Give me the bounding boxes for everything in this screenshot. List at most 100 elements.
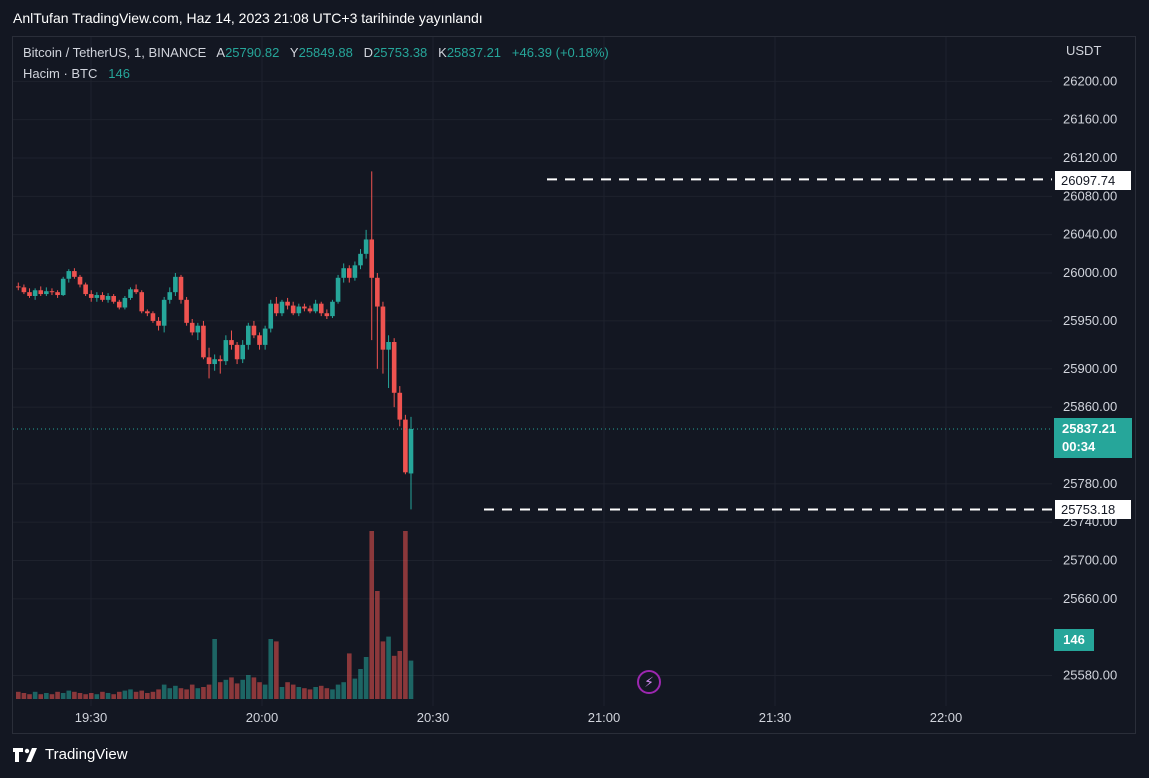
x-tick-label: 22:00 <box>930 710 963 725</box>
candle-body <box>212 359 217 365</box>
volume-bar <box>380 641 386 699</box>
current-price-value: 25837.21 <box>1062 421 1117 436</box>
y-tick-label: 25860.00 <box>1063 399 1117 414</box>
candle-body <box>307 308 313 312</box>
volume-bar <box>133 691 139 699</box>
candle-body <box>206 357 212 365</box>
volume-bar <box>32 691 38 699</box>
footer-brand: TradingView <box>13 746 128 763</box>
volume-bar <box>391 655 397 699</box>
volume-bar <box>116 691 122 699</box>
volume-bar <box>341 682 346 699</box>
volume-bar <box>229 677 234 699</box>
candle-body <box>88 294 94 298</box>
candle-body <box>330 301 335 317</box>
candle-body <box>150 313 156 321</box>
volume-bar <box>358 669 363 699</box>
x-tick-label: 20:30 <box>417 710 450 725</box>
y-tick-label: 25700.00 <box>1063 552 1117 567</box>
volume-legend: Hacim · BTC 146 <box>23 66 130 81</box>
change-value: +46.39 (+0.18%) <box>511 45 609 60</box>
volume-bar <box>77 693 83 699</box>
candle-body <box>184 299 189 323</box>
candle-body <box>234 344 240 360</box>
candle-body <box>100 295 105 300</box>
volume-bar <box>257 682 262 699</box>
volume-bar <box>397 651 403 699</box>
candle-body <box>217 359 223 362</box>
volume-bar <box>217 682 223 699</box>
volume-bar <box>335 684 341 699</box>
candle-body <box>21 287 27 293</box>
volume-bar <box>369 531 375 699</box>
candle-body <box>229 340 234 345</box>
candle-body <box>386 341 391 350</box>
close-value: 25837.21 <box>446 45 502 60</box>
volume-bar <box>223 679 229 699</box>
candle-body <box>279 301 285 314</box>
volume-bar <box>55 691 60 699</box>
volume-bar <box>206 684 212 699</box>
y-tick-label: 26120.00 <box>1063 150 1117 165</box>
volume-bar <box>161 684 167 699</box>
volume-bar <box>330 689 335 699</box>
candle-body <box>408 429 414 474</box>
volume-bar <box>66 690 72 699</box>
candle-body <box>161 299 167 326</box>
currency-label[interactable]: USDT <box>1066 43 1102 58</box>
volume-label[interactable]: Hacim · BTC <box>23 66 98 81</box>
candle-body <box>55 292 60 296</box>
volume-bar <box>167 688 173 699</box>
candle-body <box>116 301 122 308</box>
volume-bar <box>27 694 32 699</box>
lightning-icon[interactable]: ⚡ <box>637 670 661 694</box>
candle-body <box>335 277 341 302</box>
candle-body <box>83 284 88 295</box>
candle-body <box>201 325 206 358</box>
candle-body <box>375 277 380 307</box>
volume-bar <box>88 693 94 699</box>
candle-body <box>313 303 318 312</box>
y-tick-label: 26200.00 <box>1063 73 1117 88</box>
candle-body <box>38 290 44 295</box>
candle-body <box>302 306 307 309</box>
candle-body <box>346 268 352 278</box>
current-price-tag: 25837.21 00:34 <box>1054 418 1132 458</box>
volume-bar <box>251 677 257 699</box>
volume-bar <box>318 685 324 699</box>
candle-body <box>240 344 245 360</box>
candle-body <box>290 305 296 314</box>
volume-bar <box>94 694 100 699</box>
volume-bar <box>38 694 44 699</box>
volume-bar <box>44 693 49 699</box>
volume-bar <box>111 694 116 699</box>
candle-body <box>189 322 195 333</box>
volume-bar <box>279 687 285 699</box>
candle-body <box>173 276 178 293</box>
volume-bar <box>262 684 268 699</box>
candle-body <box>77 276 83 285</box>
volume-bar <box>285 682 290 699</box>
volume-bar <box>403 531 408 699</box>
candle-body <box>257 335 262 345</box>
candle-body <box>274 303 279 314</box>
candle-body <box>195 325 201 333</box>
candle-body <box>324 313 330 317</box>
candle-body <box>128 289 133 298</box>
volume-bar <box>201 687 206 699</box>
volume-bar <box>16 691 21 699</box>
volume-bar <box>302 688 307 699</box>
volume-bar <box>408 660 414 699</box>
x-tick-label: 21:00 <box>588 710 621 725</box>
volume-bar <box>83 694 88 699</box>
candle-body <box>223 340 229 362</box>
x-tick-label: 20:00 <box>246 710 279 725</box>
symbol-title[interactable]: Bitcoin / TetherUS, 1, BINANCE <box>23 45 207 60</box>
x-tick-label: 19:30 <box>75 710 108 725</box>
candle-body <box>44 291 49 295</box>
volume-bar <box>178 688 184 699</box>
candle-body <box>49 291 55 293</box>
low-value: 25753.38 <box>373 45 428 60</box>
volume-bar <box>173 685 178 699</box>
